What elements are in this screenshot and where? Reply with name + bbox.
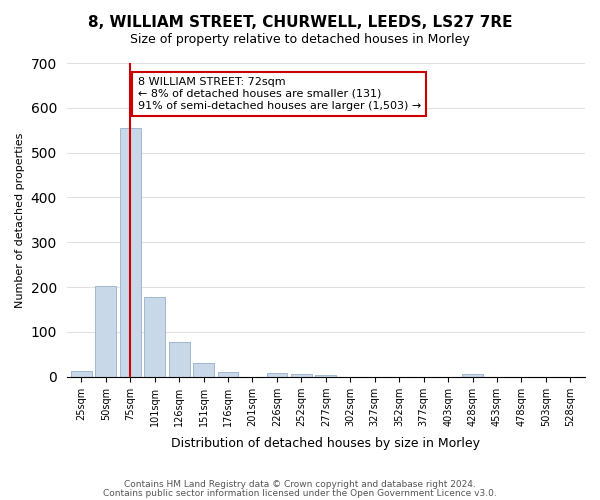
Bar [193,363,214,376]
Text: 8 WILLIAM STREET: 72sqm
← 8% of detached houses are smaller (131)
91% of semi-de: 8 WILLIAM STREET: 72sqm ← 8% of detached… [137,78,421,110]
Bar [316,375,336,376]
Bar [462,374,483,376]
Bar [71,372,92,376]
Text: Contains public sector information licensed under the Open Government Licence v3: Contains public sector information licen… [103,488,497,498]
Text: 8, WILLIAM STREET, CHURWELL, LEEDS, LS27 7RE: 8, WILLIAM STREET, CHURWELL, LEEDS, LS27… [88,15,512,30]
Bar [144,297,165,376]
Bar [120,128,140,376]
Text: Size of property relative to detached houses in Morley: Size of property relative to detached ho… [130,32,470,46]
Y-axis label: Number of detached properties: Number of detached properties [15,132,25,308]
Text: Contains HM Land Registry data © Crown copyright and database right 2024.: Contains HM Land Registry data © Crown c… [124,480,476,489]
Bar [266,372,287,376]
Bar [95,286,116,376]
Bar [169,342,190,376]
Bar [218,372,238,376]
X-axis label: Distribution of detached houses by size in Morley: Distribution of detached houses by size … [172,437,481,450]
Bar [291,374,312,376]
